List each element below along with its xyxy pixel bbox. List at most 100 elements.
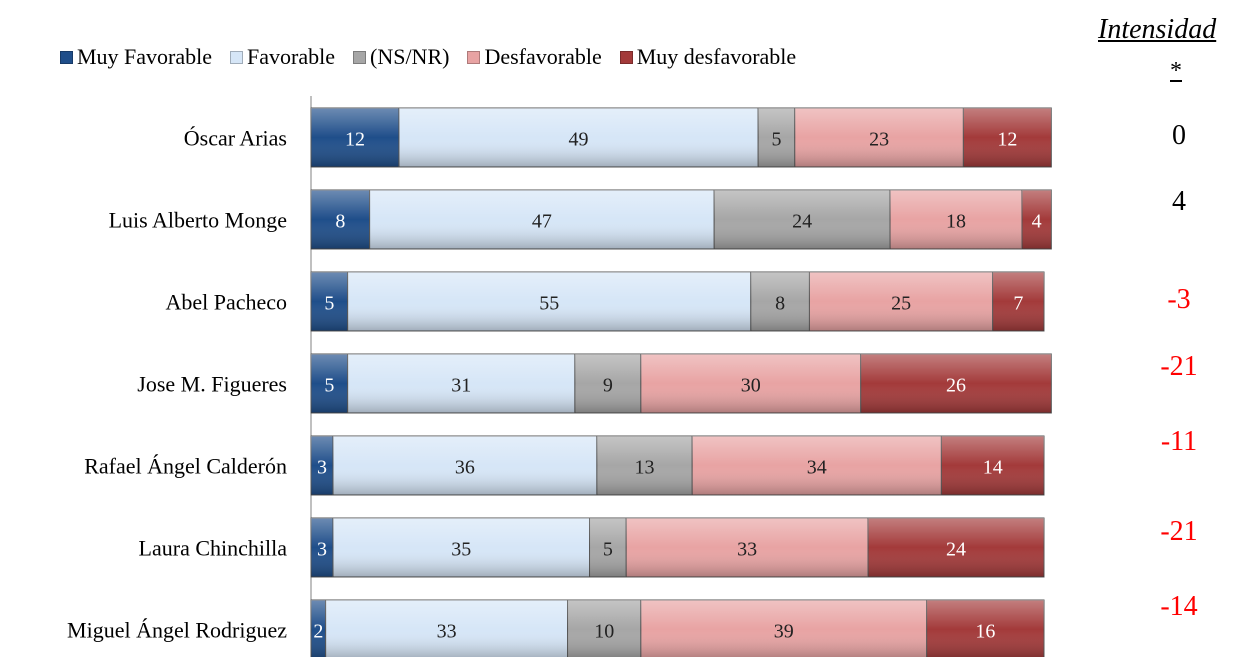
data-label: 33 — [437, 621, 457, 643]
bar-segment-shade — [589, 518, 627, 577]
category-label: Abel Pacheco — [165, 290, 287, 315]
data-label: 2 — [313, 621, 323, 643]
data-label: 5 — [324, 375, 334, 397]
intensidad-value: -21 — [1160, 351, 1197, 382]
bar-segment-shade — [626, 518, 869, 577]
legend-label-ns-nr: (NS/NR) — [370, 44, 450, 69]
bar-segment-shade — [311, 518, 333, 577]
data-label: 36 — [455, 457, 475, 479]
intensidad-value: -14 — [1160, 591, 1197, 622]
bar-segment-shade — [941, 436, 1044, 495]
chart-legend: Muy Favorable Favorable (NS/NR) Desfavor… — [60, 44, 796, 70]
data-label: 3 — [317, 539, 327, 561]
bar-segment-shade — [890, 190, 1023, 249]
data-label: 26 — [946, 375, 966, 397]
intensidad-value: -3 — [1167, 284, 1190, 315]
legend-swatch-ns-nr — [353, 50, 366, 64]
legend-label-desfavorable: Desfavorable — [484, 44, 602, 69]
data-label: 31 — [451, 375, 471, 397]
data-label: 47 — [532, 211, 552, 233]
bar-segment-shade — [347, 354, 575, 413]
category-label: Rafael Ángel Calderón — [84, 454, 287, 479]
data-label: 5 — [771, 129, 781, 151]
data-label: 9 — [603, 375, 613, 397]
bar-segment-shade — [758, 108, 795, 167]
data-label: 18 — [946, 211, 966, 233]
bar-segment-shade — [311, 354, 348, 413]
data-label: 49 — [569, 129, 589, 151]
data-label: 16 — [975, 621, 995, 643]
data-label: 35 — [451, 539, 471, 561]
bar-segment-shade — [332, 436, 597, 495]
legend-label-favorable: Favorable — [247, 44, 335, 69]
legend-item-muy-desfavorable: Muy desfavorable — [619, 44, 797, 70]
bar-segment-shade — [794, 108, 964, 167]
bar-segment-shade — [860, 354, 1052, 413]
bar-segment-shade — [369, 190, 715, 249]
legend-swatch-desfavorable — [467, 50, 481, 64]
intensidad-value: -11 — [1161, 426, 1197, 457]
category-label: Miguel Ángel Rodriguez — [67, 618, 287, 643]
data-label: 4 — [1032, 211, 1042, 233]
bar-segment-shade — [750, 272, 810, 331]
bar-segment-shade — [992, 272, 1044, 331]
legend-item-favorable: Favorable — [230, 44, 335, 70]
intensidad-header: Intensidad — [1098, 14, 1217, 45]
data-label: 13 — [635, 457, 655, 479]
data-label: 5 — [324, 293, 334, 315]
bar-segment-shade — [325, 600, 568, 657]
bar-segment-shade — [311, 436, 333, 495]
data-label: 12 — [345, 129, 365, 151]
data-label: 14 — [983, 457, 1003, 479]
category-label: Óscar Arias — [184, 126, 287, 151]
legend-label-muy-desfavorable: Muy desfavorable — [636, 44, 797, 69]
data-label: 3 — [317, 457, 327, 479]
bar-segment-shade — [963, 108, 1052, 167]
bar-segment-shade — [926, 600, 1044, 657]
data-label: 24 — [946, 539, 966, 561]
bar-segment-shade — [567, 600, 641, 657]
bar-segment-shade — [311, 108, 399, 167]
legend-swatch-muy-favorable — [60, 50, 73, 64]
bar-segment-shade — [398, 108, 759, 167]
data-label: 23 — [869, 129, 889, 151]
data-label: 7 — [1013, 293, 1023, 315]
data-label: 25 — [891, 293, 911, 315]
legend-swatch-favorable — [230, 50, 244, 64]
legend-item-ns-nr: (NS/NR) — [353, 44, 449, 70]
intensidad-value: -21 — [1160, 516, 1197, 547]
category-label: Luis Alberto Monge — [109, 208, 287, 233]
data-label: 55 — [539, 293, 559, 315]
bar-segment-shade — [311, 272, 348, 331]
data-label: 8 — [775, 293, 785, 315]
legend-swatch-muy-desfavorable — [619, 50, 633, 64]
intensidad-value: 4 — [1172, 186, 1186, 217]
bar-segment-shade — [640, 354, 861, 413]
data-label: 24 — [792, 211, 812, 233]
bar-segment-shade — [640, 600, 927, 657]
bar-segment-shade — [311, 600, 326, 657]
data-label: 34 — [807, 457, 827, 479]
bar-segment-shade — [714, 190, 891, 249]
data-label: 39 — [774, 621, 794, 643]
intensidad-value: 0 — [1172, 120, 1186, 151]
bar-segment-shade — [868, 518, 1044, 577]
data-label: 5 — [603, 539, 613, 561]
data-label: 33 — [737, 539, 757, 561]
bar-segment-shade — [1022, 190, 1052, 249]
category-label: Jose M. Figueres — [137, 372, 287, 397]
bar-segment-shade — [809, 272, 993, 331]
data-label: 30 — [741, 375, 761, 397]
category-label: Laura Chinchilla — [139, 536, 288, 561]
data-label: 12 — [997, 129, 1017, 151]
bar-segment-shade — [347, 272, 751, 331]
bar-segment-shade — [596, 436, 693, 495]
bar-segment-shade — [574, 354, 641, 413]
bar-segment-shade — [692, 436, 942, 495]
data-label: 10 — [594, 621, 614, 643]
legend-label-muy-favorable: Muy Favorable — [77, 44, 213, 69]
bar-segment-shade — [332, 518, 590, 577]
bar-segment-shade — [311, 190, 370, 249]
intensidad-subtitle: * — [1170, 58, 1182, 84]
